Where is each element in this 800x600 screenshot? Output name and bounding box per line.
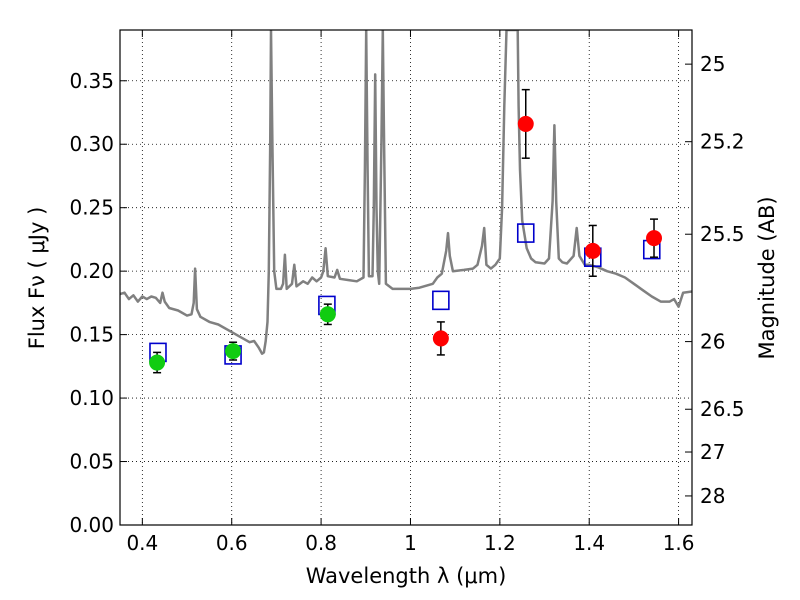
grid	[120, 30, 692, 526]
model-square-marker	[432, 290, 450, 311]
y-tick-label: 0.25	[69, 196, 114, 220]
photometry-point	[432, 330, 449, 347]
y-tick-label: 0.05	[69, 450, 114, 474]
right-tick-label: 25	[700, 52, 725, 76]
y-tick-label: 0.20	[69, 259, 114, 283]
y-tick-label: 0.30	[69, 132, 114, 156]
photometry-point	[319, 306, 336, 323]
photometry-markers	[149, 88, 663, 374]
x-tick-label: 1.6	[663, 531, 695, 555]
x-tick-label: 0.8	[305, 531, 337, 555]
y-tick-label: 0.10	[69, 386, 114, 410]
photometry-point	[584, 242, 601, 259]
spectrum-series	[120, 30, 692, 355]
photometry-point	[225, 343, 242, 360]
y-axis-label: Flux Fν ( μJy )	[25, 207, 49, 350]
x-tick-label: 0.4	[126, 531, 158, 555]
y-tick-label: 0.15	[69, 323, 114, 347]
right-tick-label: 27	[700, 440, 725, 464]
right-tick-label: 26.5	[700, 397, 745, 421]
spectrum-line	[120, 30, 692, 355]
right-tick-label: 26	[700, 330, 725, 354]
y-tick-label: 0.00	[69, 513, 114, 537]
axis-ticks: 0.4 0.6 0.8 1 1.2 1.4 1.6 0.00 0.05 0.10 0.15 0.20 0…	[69, 30, 745, 555]
right-axis-label: Magnitude (AB)	[755, 196, 779, 359]
right-tick-label: 25.2	[700, 130, 745, 154]
photometry-point	[149, 354, 166, 371]
photometry-point	[646, 230, 663, 247]
plot-frame	[119, 29, 693, 526]
photometry-point	[517, 115, 534, 132]
right-tick-label: 28	[700, 484, 725, 508]
x-tick-label: 1	[404, 531, 417, 555]
x-tick-label: 0.6	[216, 531, 248, 555]
right-tick-label: 25.5	[700, 222, 745, 246]
x-tick-label: 1.2	[484, 531, 516, 555]
model-square-marker	[516, 223, 535, 243]
y-tick-label: 0.35	[69, 69, 114, 93]
x-axis-label: Wavelength λ (μm)	[306, 564, 507, 588]
x-tick-label: 1.4	[573, 531, 605, 555]
